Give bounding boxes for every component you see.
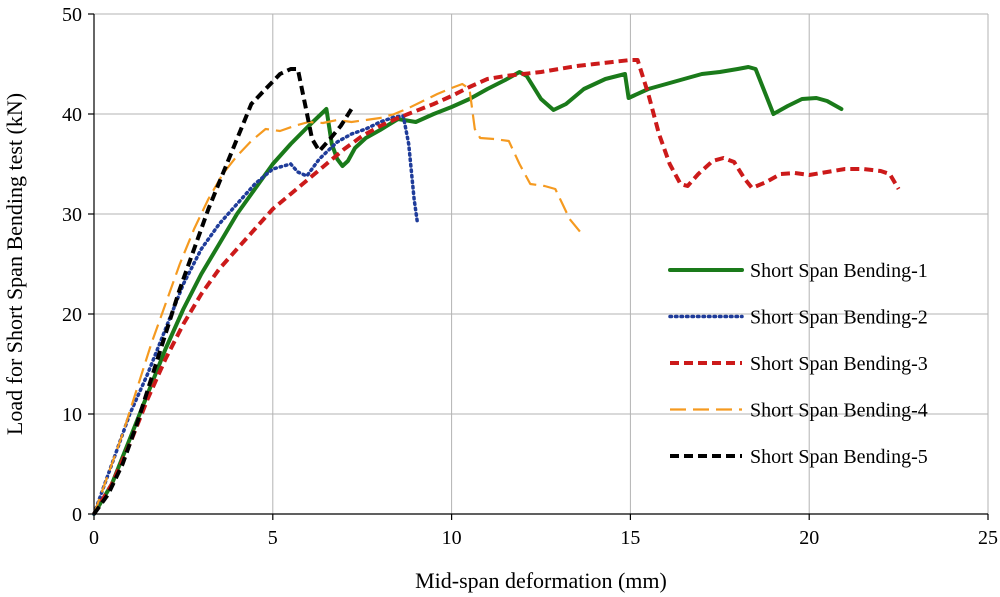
legend-label-short-span-bending-5: Short Span Bending-5 <box>750 446 928 468</box>
x-tick-label: 5 <box>268 527 278 549</box>
x-tick-label: 20 <box>799 527 819 549</box>
series-line-short-span-bending-5 <box>92 67 354 516</box>
axes <box>88 13 989 520</box>
tick-labels: 0 5 10 15 20 25 0 10 20 30 40 50 <box>62 4 998 549</box>
y-tick-label: 0 <box>72 504 82 526</box>
legend-label-short-span-bending-1: Short Span Bending-1 <box>750 260 928 282</box>
series-line-short-span-bending-1 <box>92 65 844 516</box>
x-axis-title: Mid-span deformation (mm) <box>415 568 667 593</box>
y-tick-label: 50 <box>62 4 82 26</box>
series-lines <box>92 58 901 516</box>
x-tick-label: 0 <box>89 527 99 549</box>
y-tick-label: 10 <box>62 404 82 426</box>
x-tick-label: 10 <box>442 527 462 549</box>
x-tick-label: 25 <box>978 527 998 549</box>
series-line-short-span-bending-4 <box>92 82 582 515</box>
legend: Short Span Bending-1 Short Span Bending-2… <box>668 260 928 468</box>
y-tick-label: 40 <box>62 104 82 126</box>
series-line-short-span-bending-3 <box>92 58 901 516</box>
legend-label-short-span-bending-4: Short Span Bending-4 <box>750 400 928 422</box>
y-tick-label: 30 <box>62 204 82 226</box>
x-tick-label: 15 <box>620 527 640 549</box>
y-tick-label: 20 <box>62 304 82 326</box>
legend-label-short-span-bending-2: Short Span Bending-2 <box>750 307 928 329</box>
y-axis-title: Load for Short Span Bending test (kN) <box>2 93 27 435</box>
series-line-short-span-bending-2 <box>92 114 420 516</box>
legend-label-short-span-bending-3: Short Span Bending-3 <box>750 353 928 375</box>
